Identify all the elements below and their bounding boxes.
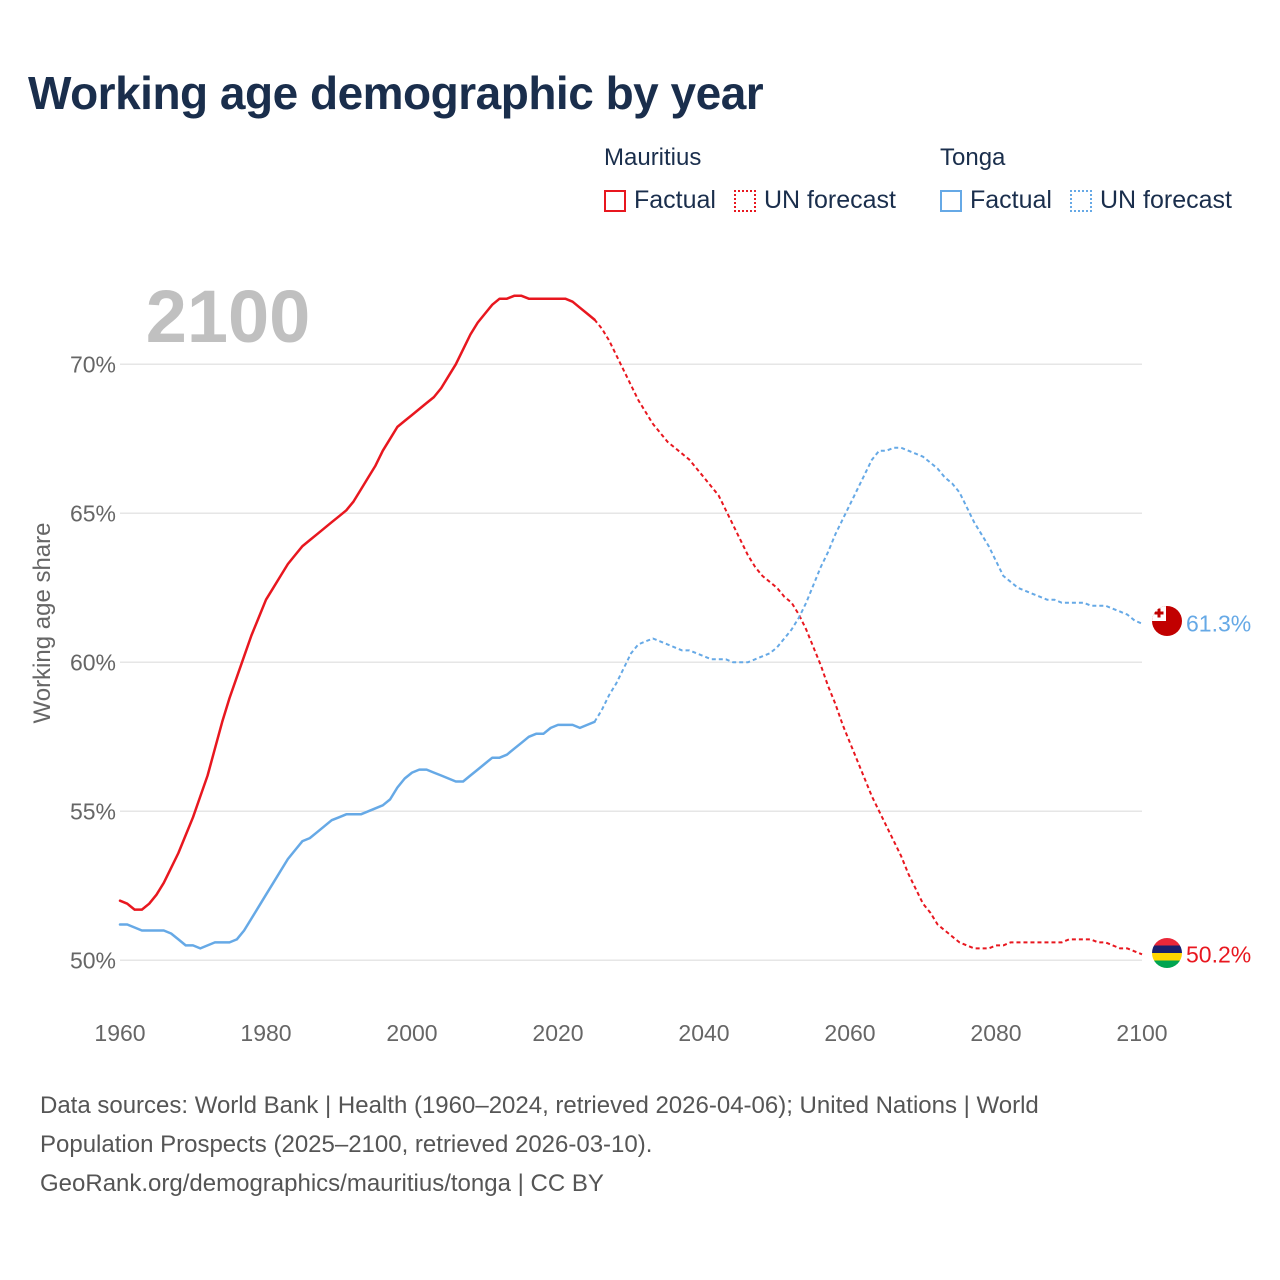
- x-tick-label: 2060: [824, 1020, 875, 1046]
- x-tick-label: 1980: [240, 1020, 291, 1046]
- end-label-tonga: 61.3%: [1186, 611, 1251, 637]
- x-tick-label: 2000: [386, 1020, 437, 1046]
- legend-group-tonga: Tonga Factual UN forecast: [940, 144, 1232, 215]
- x-tick-label: 2020: [532, 1020, 583, 1046]
- y-tick-label: 50%: [70, 947, 116, 973]
- x-tick-label: 2080: [970, 1020, 1021, 1046]
- x-tick-label: 2040: [678, 1020, 729, 1046]
- legend-swatch-solid: [604, 189, 626, 212]
- tonga-flag-icon: [1152, 606, 1182, 636]
- series-line-tonga-forecast[interactable]: [593, 446, 1143, 723]
- legend-group-mauritius: Mauritius Factual UN forecast: [604, 144, 914, 215]
- end-label-mauritius: 50.2%: [1186, 941, 1251, 967]
- legend-item-tonga-factual[interactable]: Factual: [940, 186, 1052, 215]
- footer-line-1: Data sources: World Bank | Health (1960–…: [40, 1092, 1039, 1119]
- legend-swatch-dotted: [1069, 189, 1092, 212]
- y-tick-label: 55%: [70, 798, 116, 824]
- legend-item-mauritius-factual[interactable]: Factual: [604, 186, 716, 215]
- legend-label: UN forecast: [763, 186, 896, 214]
- legend-item-tonga-forecast[interactable]: UN forecast: [1069, 186, 1232, 215]
- footer-sources: Data sources: World Bank | Health (1960–…: [40, 1086, 1200, 1203]
- year-watermark: 2100: [146, 275, 311, 358]
- legend-country-mauritius: Mauritius: [604, 144, 702, 171]
- footer-line-3[interactable]: GeoRank.org/demographics/mauritius/tonga…: [40, 1170, 604, 1197]
- line-chart: 2100 Working age share 50% 55% 60% 65% 70% 19…: [29, 275, 1251, 1046]
- x-tick-label: 1960: [94, 1020, 145, 1046]
- mauritius-flag-icon: [1152, 938, 1182, 968]
- footer-line-2: Population Prospects (2025–2100, retriev…: [40, 1131, 653, 1158]
- legend-label: UN forecast: [1099, 186, 1232, 214]
- page-title: Working age demographic by year: [28, 67, 764, 119]
- legend-swatch-solid: [940, 189, 962, 212]
- series-line-mauritius-forecast[interactable]: [593, 318, 1143, 956]
- x-tick-label: 2100: [1116, 1020, 1167, 1046]
- series-line-tonga-factual[interactable]: [118, 720, 596, 950]
- y-axis-title: Working age share: [29, 523, 56, 724]
- y-tick-label: 65%: [70, 500, 116, 526]
- legend-item-mauritius-forecast[interactable]: UN forecast: [733, 186, 896, 215]
- series-line-mauritius-factual[interactable]: [118, 294, 596, 911]
- legend-label: Factual: [970, 186, 1052, 214]
- legend-swatch-dotted: [733, 189, 756, 212]
- legend-label: Factual: [634, 186, 716, 214]
- legend-country-tonga: Tonga: [940, 144, 1006, 171]
- y-tick-label: 70%: [70, 351, 116, 377]
- y-tick-label: 60%: [70, 649, 116, 675]
